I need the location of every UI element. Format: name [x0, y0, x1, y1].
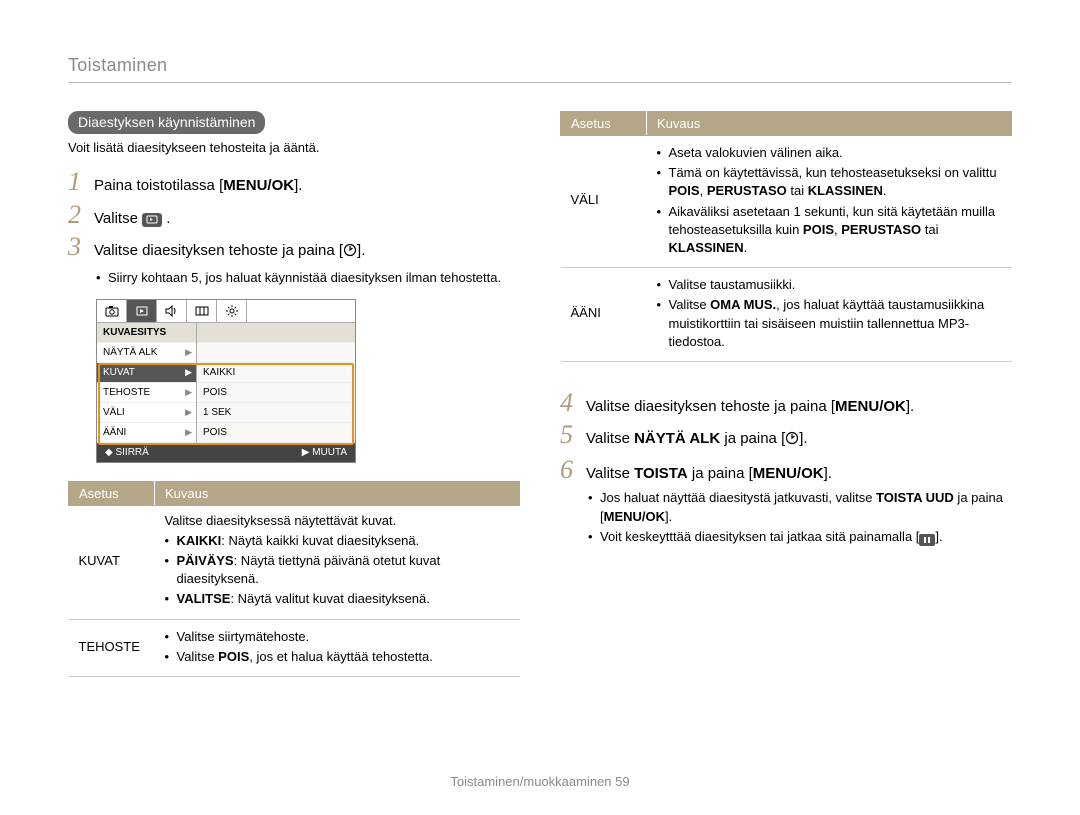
lcd-row: POIS: [197, 423, 355, 443]
lcd-footer: ◆ SIIRRÄ ▶ MUUTA: [97, 443, 355, 462]
step-3-notes: Siirry kohtaan 5, jos haluat käynnistää …: [96, 269, 520, 287]
table-header: Kuvaus: [155, 481, 520, 505]
lcd-content: KUVAESITYS NÄYTÄ ALK▶ KUVAT▶ TEHOSTE▶ VÄ…: [97, 323, 355, 443]
table-cell-key: TEHOSTE: [69, 619, 155, 676]
lcd-row: 1 SEK: [197, 403, 355, 423]
step-4: 4 Valitse diaesityksen tehoste ja paina …: [560, 390, 1012, 417]
table-cell-desc: Aseta valokuvien välinen aika. Tämä on k…: [647, 136, 1012, 268]
table-cell-key: KUVAT: [69, 505, 155, 619]
step-3: 3 Valitse diaesityksen tehoste ja paina …: [68, 234, 520, 263]
lcd-tabs: [97, 300, 355, 323]
camera-lcd: KUVAESITYS NÄYTÄ ALK▶ KUVAT▶ TEHOSTE▶ VÄ…: [96, 299, 356, 463]
settings-table-right: Asetus Kuvaus VÄLI Aseta valokuvien väli…: [560, 111, 1012, 362]
step-text: Valitse .: [94, 209, 170, 229]
step-1: 1 Paina toistotilassa [MENU/OK].: [68, 169, 520, 196]
step-6-notes: Jos haluat näyttää diaesitystä jatkuvast…: [588, 489, 1012, 546]
lcd-tab-display-icon: [187, 300, 217, 322]
lcd-row: [197, 323, 355, 343]
lcd-footer-right: ▶ MUUTA: [302, 447, 347, 458]
lcd-tab-settings-icon: [217, 300, 247, 322]
step-text: Paina toistotilassa [MENU/OK].: [94, 176, 302, 196]
content-columns: Diaestyksen käynnistäminen Voit lisätä d…: [68, 111, 1012, 691]
slideshow-icon: [142, 213, 162, 227]
step-number: 2: [68, 202, 94, 228]
table-cell-key: ÄÄNI: [561, 268, 647, 362]
step-text: Valitse diaesityksen tehoste ja paina []…: [94, 241, 365, 263]
step-number: 1: [68, 169, 94, 195]
lcd-row: KUVAT▶: [97, 363, 196, 383]
note: Jos haluat näyttää diaesitystä jatkuvast…: [588, 489, 1012, 525]
note: Voit keskeytttää diaesityksen tai jatkaa…: [588, 528, 1012, 546]
step-number: 5: [560, 422, 586, 448]
text: ].: [357, 242, 365, 259]
lcd-tab-play-icon: [127, 300, 157, 322]
list-item: Tämä on käytettävissä, kun tehosteasetuk…: [657, 164, 1002, 200]
note: Siirry kohtaan 5, jos haluat käynnistää …: [96, 269, 520, 287]
list-item: PÄIVÄYS: Näytä tiettynä päivänä otetut k…: [165, 552, 510, 588]
list-item: Valitse siirtymätehoste.: [165, 628, 510, 646]
table-row: KUVAT Valitse diaesityksessä näytettävät…: [69, 505, 520, 619]
table-row: TEHOSTE Valitse siirtymätehoste. Valitse…: [69, 619, 520, 676]
table-cell-desc: Valitse diaesityksessä näytettävät kuvat…: [155, 505, 520, 619]
table-header: Kuvaus: [647, 112, 1012, 136]
text: ].: [294, 177, 302, 194]
step-number: 4: [560, 390, 586, 416]
lcd-row: KAIKKI: [197, 363, 355, 383]
list-item: Valitse POIS, jos et halua käyttää tehos…: [165, 648, 510, 666]
lcd-row: ÄÄNI▶: [97, 423, 196, 443]
table-row: ÄÄNI Valitse taustamusiikki. Valitse OMA…: [561, 268, 1012, 362]
text-bold: MENU/OK: [223, 177, 294, 194]
page-footer: Toistaminen/muokkaaminen 59: [0, 774, 1080, 789]
clock-icon: [785, 431, 799, 451]
page-title: Toistaminen: [68, 55, 1012, 83]
table-cell-key: VÄLI: [561, 136, 647, 268]
lcd-row: POIS: [197, 383, 355, 403]
lcd-row: TEHOSTE▶: [97, 383, 196, 403]
list-item: Valitse taustamusiikki.: [657, 276, 1002, 294]
lcd-row: NÄYTÄ ALK▶: [97, 343, 196, 363]
table-header: Asetus: [561, 112, 647, 136]
section-pill: Diaestyksen käynnistäminen: [68, 111, 265, 134]
clock-icon: [343, 243, 357, 263]
pause-icon: [919, 534, 935, 546]
lcd-tab-camera-icon: [97, 300, 127, 322]
lcd-left-menu: KUVAESITYS NÄYTÄ ALK▶ KUVAT▶ TEHOSTE▶ VÄ…: [97, 323, 197, 443]
list-item: Aikaväliksi asetetaan 1 sekunti, kun sit…: [657, 203, 1002, 258]
intro-text: Voit lisätä diaesitykseen tehosteita ja …: [68, 140, 520, 155]
table-row: VÄLI Aseta valokuvien välinen aika. Tämä…: [561, 136, 1012, 268]
right-column: Asetus Kuvaus VÄLI Aseta valokuvien väli…: [560, 111, 1012, 691]
text: Valitse: [94, 210, 142, 227]
lcd-right-values: KAIKKI POIS 1 SEK POIS: [197, 323, 355, 443]
step-number: 6: [560, 457, 586, 483]
lcd-row: VÄLI▶: [97, 403, 196, 423]
list-item: VALITSE: Näytä valitut kuvat diaesitykse…: [165, 590, 510, 608]
list-item: Aseta valokuvien välinen aika.: [657, 144, 1002, 162]
step-text: Valitse TOISTA ja paina [MENU/OK].: [586, 464, 832, 484]
lcd-tab-sound-icon: [157, 300, 187, 322]
text: Valitse diaesityksen tehoste ja paina [: [94, 242, 343, 259]
settings-table-left: Asetus Kuvaus KUVAT Valitse diaesitykses…: [68, 481, 520, 677]
step-text: Valitse NÄYTÄ ALK ja paina [].: [586, 429, 808, 451]
text: Paina toistotilassa [: [94, 177, 223, 194]
step-5: 5 Valitse NÄYTÄ ALK ja paina [].: [560, 422, 1012, 451]
list-item: Valitse OMA MUS., jos haluat käyttää tau…: [657, 296, 1002, 351]
step-2: 2 Valitse .: [68, 202, 520, 229]
lcd-row: KUVAESITYS: [97, 323, 196, 343]
step-6: 6 Valitse TOISTA ja paina [MENU/OK].: [560, 457, 1012, 484]
left-column: Diaestyksen käynnistäminen Voit lisätä d…: [68, 111, 520, 691]
table-cell-desc: Valitse taustamusiikki. Valitse OMA MUS.…: [647, 268, 1012, 362]
step-number: 3: [68, 234, 94, 260]
list-item: KAIKKI: Näytä kaikki kuvat diaesityksenä…: [165, 532, 510, 550]
table-cell-desc: Valitse siirtymätehoste. Valitse POIS, j…: [155, 619, 520, 676]
text: Valitse diaesityksessä näytettävät kuvat…: [165, 512, 510, 530]
table-header: Asetus: [69, 481, 155, 505]
step-text: Valitse diaesityksen tehoste ja paina [M…: [586, 397, 914, 417]
lcd-footer-left: ◆ SIIRRÄ: [105, 447, 149, 458]
lcd-row: [197, 343, 355, 363]
